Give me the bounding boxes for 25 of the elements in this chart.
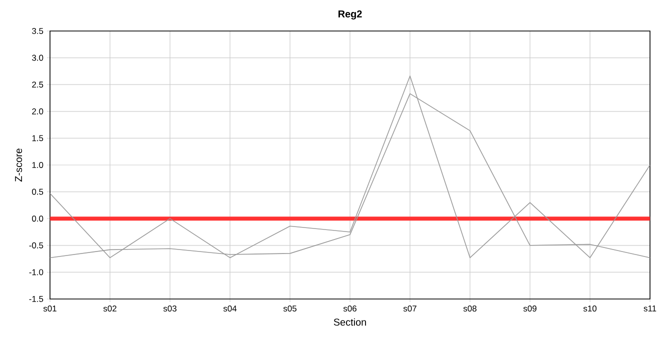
x-tick-label: s11 <box>644 306 656 312</box>
x-axis-title: Section <box>334 318 366 326</box>
x-tick-label: s04 <box>223 306 237 312</box>
y-tick-label: -1.5 <box>29 296 44 302</box>
x-tick-label: s09 <box>523 306 536 312</box>
y-tick-label: 0.0 <box>32 216 44 222</box>
x-tick-label: s08 <box>463 306 476 312</box>
x-tick-label: s05 <box>283 306 296 312</box>
x-tick-label: s01 <box>43 306 56 312</box>
x-tick-label: s02 <box>103 306 116 312</box>
x-tick-label: s06 <box>343 306 356 312</box>
y-tick-label: 3.5 <box>32 28 44 34</box>
x-tick-label: s10 <box>583 306 596 312</box>
y-tick-label: 1.5 <box>32 135 44 142</box>
y-tick-label: 2.0 <box>32 108 44 114</box>
chart-title: Reg2 <box>338 10 362 20</box>
y-tick-label: -1.0 <box>29 269 44 276</box>
x-tick-label: s03 <box>163 306 176 312</box>
y-tick-label: -0.5 <box>29 242 44 248</box>
y-tick-label: 2.5 <box>32 82 44 88</box>
y-tick-label: 0.5 <box>32 188 44 195</box>
x-tick-label: s07 <box>403 306 416 312</box>
y-tick-label: 3.0 <box>32 54 44 61</box>
y-tick-label: 1.0 <box>32 162 44 168</box>
y-axis-title: Z-score <box>15 148 22 182</box>
